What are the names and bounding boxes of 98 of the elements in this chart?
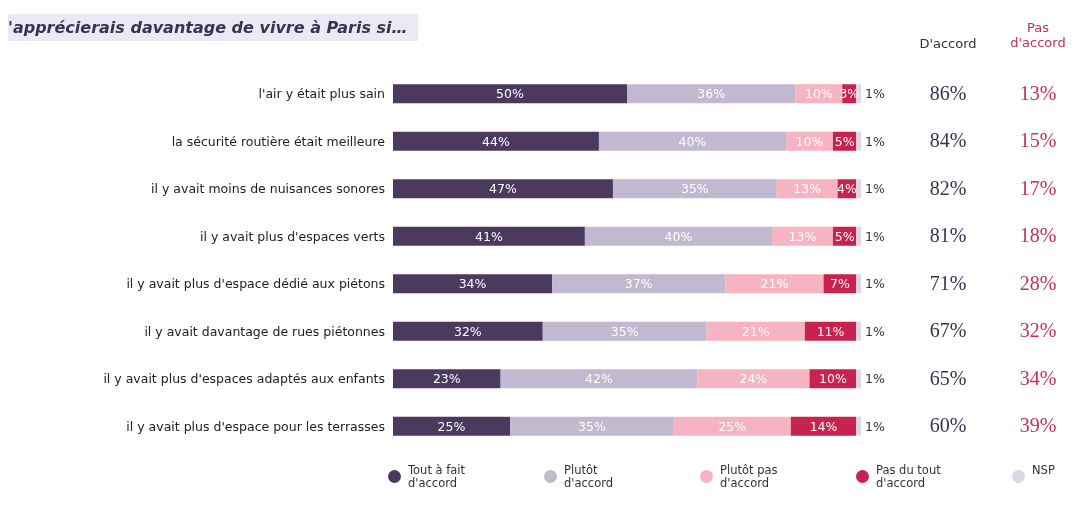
text: D'accord	[918, 36, 978, 51]
data-label: 1%	[865, 181, 885, 197]
bar	[393, 226, 585, 246]
data-label: 40%	[664, 228, 693, 244]
legend-label: NSP	[1032, 463, 1056, 477]
text: 15%	[1018, 129, 1058, 153]
data-label: 13%	[793, 181, 822, 197]
data-label: 24%	[739, 371, 768, 387]
data-label: 35%	[610, 323, 639, 339]
bar	[697, 369, 810, 389]
bar	[706, 321, 805, 341]
data-label: 1%	[865, 323, 885, 339]
legend-label: Tout à fait d'accord	[408, 463, 467, 490]
text: 71%	[928, 271, 968, 295]
bar	[393, 131, 599, 151]
data-label: 5%	[834, 228, 855, 244]
data-label: 35%	[578, 418, 606, 434]
y-tick-label: il y avait plus d'espaces adaptés aux enfants	[103, 371, 385, 387]
text: 86%	[928, 81, 968, 105]
bar	[542, 321, 707, 341]
bar	[393, 84, 627, 104]
data-label: 1%	[865, 86, 885, 102]
bar	[856, 369, 861, 389]
data-label: 47%	[489, 181, 517, 197]
data-label: 36%	[697, 86, 726, 102]
text: 60%	[928, 414, 968, 438]
legend-label: Pas du tout d'accord	[876, 463, 942, 490]
y-tick-label: il y avait plus d'espaces verts	[199, 228, 385, 244]
text: 13%	[1018, 81, 1058, 105]
data-label: 7%	[830, 276, 850, 292]
bar	[856, 416, 861, 436]
data-label: 34%	[458, 276, 487, 292]
text: 82%	[928, 176, 968, 200]
data-label: 41%	[475, 228, 503, 244]
y-tick-label: l'air y était plus sain	[258, 86, 385, 102]
bar	[552, 274, 726, 294]
data-label: 10%	[795, 133, 824, 149]
data-label: 4%	[837, 181, 857, 197]
y-tick-label: il y avait moins de nuisances sonores	[151, 181, 385, 197]
bar	[393, 179, 613, 199]
text: 17%	[1018, 176, 1058, 200]
legend-label: Plutôt pas d'accord	[720, 463, 779, 490]
y-tick-label: la sécurité routière était meilleure	[171, 133, 386, 149]
bar	[673, 416, 791, 436]
bar	[598, 131, 787, 151]
data-label: 10%	[819, 371, 847, 387]
bar	[627, 84, 796, 104]
text: 'apprécierais davantage de vivre à Paris si…	[8, 14, 418, 41]
bar	[612, 179, 777, 199]
data-label: 5%	[834, 133, 855, 149]
data-label: 40%	[678, 133, 707, 149]
bar	[856, 226, 861, 246]
data-label: 37%	[624, 276, 653, 292]
bar	[856, 274, 861, 294]
text: 28%	[1018, 271, 1058, 295]
text: 65%	[928, 366, 968, 390]
y-tick-label: il y avait plus d'espace pour les terrasses	[126, 418, 385, 434]
data-label: 44%	[482, 133, 510, 149]
bar	[725, 274, 824, 294]
data-label: 35%	[680, 181, 709, 197]
text: 18%	[1018, 224, 1058, 248]
data-label: 50%	[496, 86, 525, 102]
data-label: 1%	[865, 371, 885, 387]
y-tick-label: il y avait davantage de rues piétonnes	[144, 323, 385, 339]
bar	[500, 369, 698, 389]
data-label: 23%	[432, 371, 461, 387]
legend-label: Plutôt d'accord	[564, 463, 614, 490]
text: 34%	[1018, 366, 1058, 390]
data-label: 13%	[788, 228, 817, 244]
bar	[393, 369, 501, 389]
bar	[856, 179, 861, 199]
data-label: 21%	[741, 323, 770, 339]
data-label: 21%	[760, 276, 789, 292]
y-tick-label: il y avait plus d'espace dédié aux piétons	[126, 276, 385, 292]
bar	[856, 131, 861, 151]
text: Pas d'accord	[1009, 20, 1067, 50]
data-label: 42%	[585, 371, 613, 387]
text: 32%	[1018, 319, 1058, 343]
data-label: 10%	[804, 86, 833, 102]
bar	[510, 416, 674, 436]
bar	[393, 274, 553, 294]
data-label: 1%	[865, 228, 885, 244]
text: 39%	[1018, 414, 1058, 438]
bar	[856, 321, 861, 341]
data-label: 25%	[718, 418, 747, 434]
data-label: 25%	[437, 418, 466, 434]
data-label: 1%	[865, 276, 885, 292]
bar	[393, 321, 543, 341]
data-label: 11%	[816, 323, 845, 339]
data-label: 32%	[453, 323, 482, 339]
bar	[393, 416, 510, 436]
data-label: 1%	[865, 133, 885, 149]
text: 67%	[928, 319, 968, 343]
data-label: 1%	[865, 418, 885, 434]
bar	[584, 226, 773, 246]
text: 81%	[928, 224, 968, 248]
data-label: 14%	[809, 418, 838, 434]
text: 84%	[928, 129, 968, 153]
